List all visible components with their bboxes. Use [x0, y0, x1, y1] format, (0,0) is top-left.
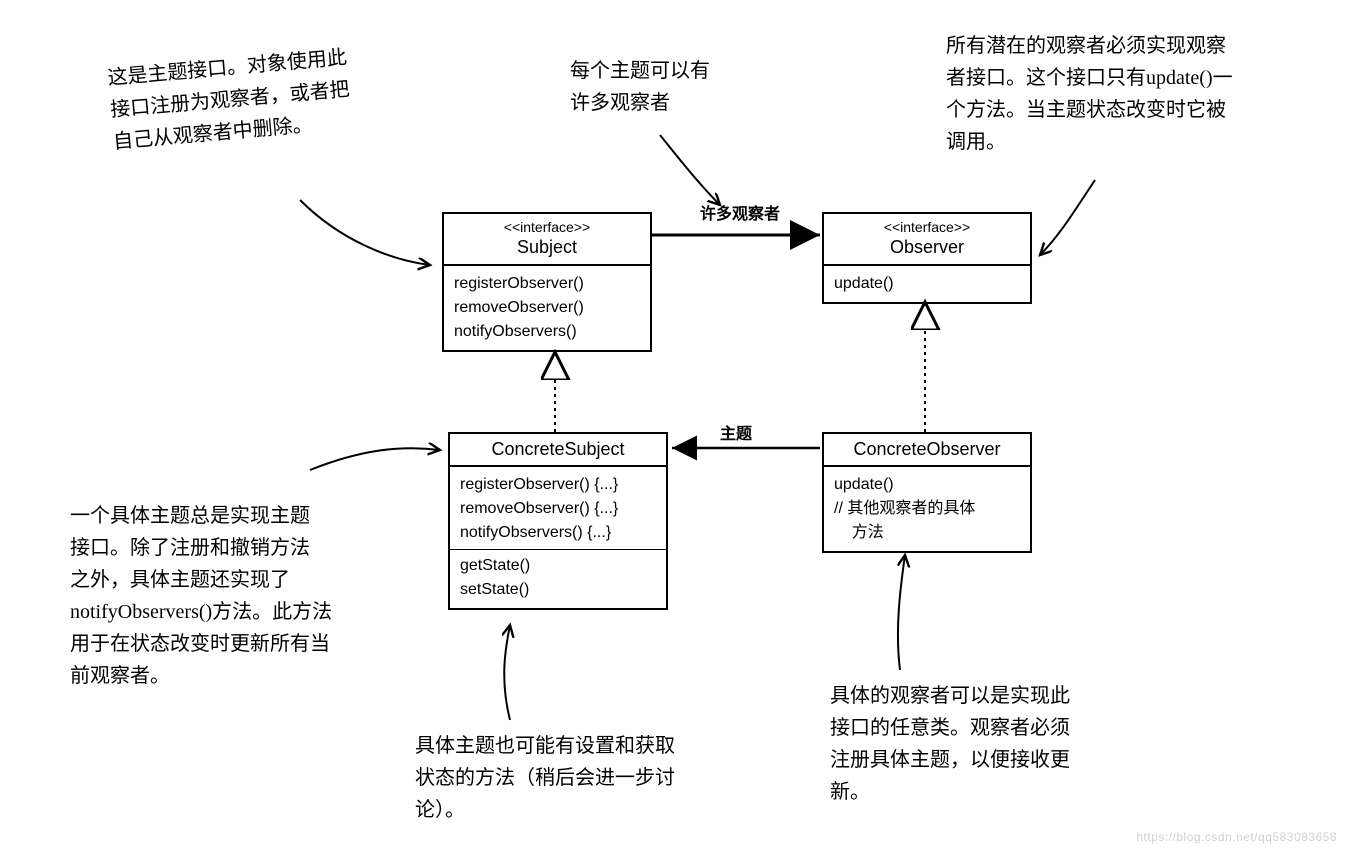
uml-box-concrete-observer: ConcreteObserver update() // 其他观察者的具体 方法: [822, 432, 1032, 553]
methods: update() // 其他观察者的具体 方法: [824, 467, 1030, 551]
method: update(): [834, 473, 1020, 497]
stereotype: <<interface>>: [452, 218, 642, 236]
uml-box-concrete-subject: ConcreteSubject registerObserver() {...}…: [448, 432, 668, 610]
divider: [450, 549, 666, 550]
method: getState(): [460, 554, 656, 578]
uml-title: <<interface>> Observer: [824, 214, 1030, 266]
methods: registerObserver() removeObserver() noti…: [444, 266, 650, 350]
annotation-arrow: [898, 555, 905, 670]
annotation-arrow: [1040, 180, 1095, 255]
method: // 其他观察者的具体 方法: [834, 497, 1020, 545]
annotation-arrow: [300, 200, 430, 265]
method: setState(): [460, 578, 656, 602]
annotation-state-methods: 具体主题也可能有设置和获取 状态的方法（稍后会进一步讨 论）。: [415, 730, 675, 826]
edge-label-observers: 许多观察者: [700, 200, 780, 224]
uml-box-observer: <<interface>> Observer update(): [822, 212, 1032, 304]
method: registerObserver() {...}: [460, 473, 656, 497]
methods: update(): [824, 266, 1030, 302]
uml-title: <<interface>> Subject: [444, 214, 650, 266]
uml-title: ConcreteSubject: [450, 434, 666, 467]
method: removeObserver(): [454, 296, 640, 320]
stereotype: <<interface>>: [832, 218, 1022, 236]
class-name: ConcreteSubject: [458, 438, 658, 461]
method: notifyObservers() {...}: [460, 521, 656, 545]
annotation-concrete-observer: 具体的观察者可以是实现此 接口的任意类。观察者必须 注册具体主题，以便接收更 新…: [830, 680, 1070, 808]
method: notifyObservers(): [454, 320, 640, 344]
uml-box-subject: <<interface>> Subject registerObserver()…: [442, 212, 652, 352]
annotation-concrete-subject: 一个具体主题总是实现主题 接口。除了注册和撤销方法 之外，具体主题还实现了 no…: [70, 500, 332, 692]
annotation-many-observers: 每个主题可以有 许多观察者: [570, 55, 710, 119]
annotation-arrow: [504, 625, 510, 720]
uml-title: ConcreteObserver: [824, 434, 1030, 467]
class-name: Subject: [452, 236, 642, 259]
method: registerObserver(): [454, 272, 640, 296]
annotation-arrow: [310, 448, 440, 470]
method: update(): [834, 272, 1020, 296]
class-name: Observer: [832, 236, 1022, 259]
annotation-arrow: [660, 135, 720, 205]
watermark: https://blog.csdn.net/qq583083658: [1136, 830, 1337, 844]
method: removeObserver() {...}: [460, 497, 656, 521]
class-name: ConcreteObserver: [832, 438, 1022, 461]
edge-label-subject: 主题: [720, 420, 752, 444]
annotation-subject-interface: 这是主题接口。对象使用此 接口注册为观察者，或者把 自己从观察者中删除。: [106, 42, 353, 159]
annotation-observer-interface: 所有潜在的观察者必须实现观察 者接口。这个接口只有update()一 个方法。当…: [946, 30, 1233, 158]
methods: registerObserver() {...} removeObserver(…: [450, 467, 666, 608]
